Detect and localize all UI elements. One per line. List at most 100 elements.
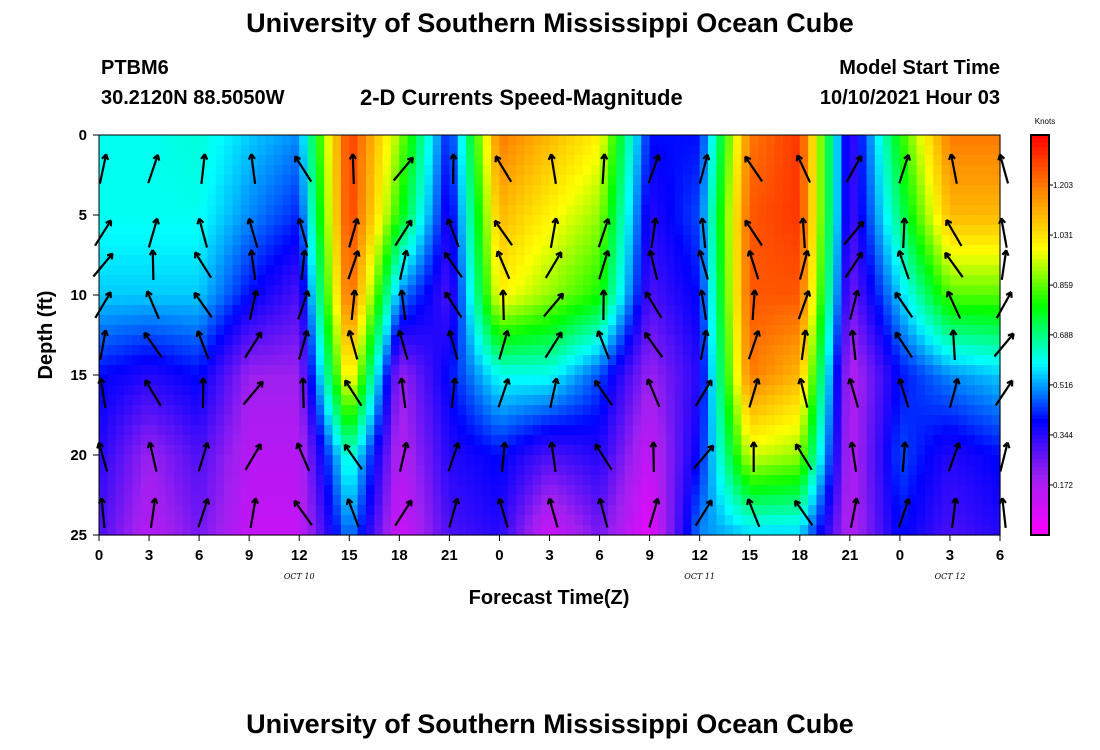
- heatmap-cell: [357, 215, 367, 226]
- heatmap-cell: [474, 405, 484, 416]
- heatmap-cell: [774, 135, 784, 146]
- heatmap-cell: [157, 245, 167, 256]
- heatmap-cell: [733, 165, 742, 176]
- heatmap-cell: [149, 205, 158, 216]
- heatmap-cell: [240, 225, 250, 236]
- heatmap-cell: [991, 475, 1001, 486]
- heatmap-cell: [541, 325, 551, 336]
- heatmap-cell: [157, 205, 167, 216]
- heatmap-cell: [883, 135, 893, 146]
- heatmap-cell: [491, 195, 501, 206]
- x-day-label: OCT 12: [935, 572, 966, 581]
- heatmap-cell: [891, 485, 901, 496]
- heatmap-cell: [491, 425, 501, 436]
- heatmap-cell: [566, 425, 576, 436]
- colorbar-step: [1031, 423, 1049, 428]
- heatmap-cell: [165, 235, 175, 246]
- heatmap-cell: [624, 395, 634, 406]
- heatmap-cell: [766, 395, 776, 406]
- heatmap-cell: [290, 275, 300, 286]
- heatmap-cell: [616, 235, 626, 246]
- heatmap-cell: [874, 505, 884, 516]
- heatmap-cell: [190, 505, 200, 516]
- heatmap-cell: [307, 495, 317, 506]
- current-arrow-head: [799, 217, 808, 224]
- heatmap-cell: [357, 255, 367, 266]
- current-arrow-head: [848, 329, 857, 336]
- heatmap-cell: [791, 175, 801, 186]
- heatmap-cell: [566, 155, 576, 166]
- heatmap-cell: [733, 235, 742, 246]
- heatmap-cell: [282, 345, 292, 356]
- heatmap-cell: [666, 495, 676, 506]
- current-arrow-shaft: [197, 498, 209, 528]
- heatmap-cell: [307, 145, 317, 156]
- heatmap-cell: [349, 145, 359, 156]
- heatmap-cell: [591, 455, 601, 466]
- x-tick-label: 9: [645, 547, 653, 564]
- heatmap-cell: [582, 195, 592, 206]
- heatmap-cell: [516, 255, 526, 266]
- heatmap-cell: [365, 135, 375, 146]
- heatmap-cell: [224, 265, 234, 276]
- heatmap-cell: [941, 395, 951, 406]
- heatmap-cell: [441, 375, 450, 386]
- heatmap-cell: [357, 305, 367, 316]
- heatmap-cell: [883, 525, 893, 536]
- heatmap-cell: [265, 325, 275, 336]
- heatmap-cell: [616, 275, 626, 286]
- heatmap-cell: [449, 455, 459, 466]
- heatmap-cell: [365, 155, 375, 166]
- y-tick-label: 15: [70, 367, 87, 384]
- heatmap-cell: [541, 435, 551, 446]
- heatmap-cell: [207, 225, 217, 236]
- heatmap-cell: [232, 155, 242, 166]
- heatmap-cell: [916, 155, 926, 166]
- heatmap-cell: [841, 255, 851, 266]
- heatmap-cell: [382, 285, 392, 296]
- heatmap-cell: [315, 395, 325, 406]
- heatmap-cell: [766, 385, 776, 396]
- heatmap-cell: [282, 385, 292, 396]
- heatmap-cell: [841, 515, 851, 526]
- heatmap-cell: [599, 395, 609, 406]
- heatmap-cell: [416, 455, 425, 466]
- heatmap-cell: [107, 365, 117, 376]
- heatmap-cell: [866, 355, 876, 366]
- heatmap-cell: [499, 195, 509, 206]
- heatmap-cell: [791, 255, 801, 266]
- heatmap-cell: [624, 175, 634, 186]
- heatmap-cell: [866, 405, 876, 416]
- heatmap-cell: [207, 275, 217, 286]
- heatmap-cell: [474, 345, 484, 356]
- heatmap-cell: [649, 315, 659, 326]
- heatmap-cell: [632, 335, 642, 346]
- heatmap-cell: [983, 225, 993, 236]
- heatmap-cell: [582, 395, 592, 406]
- heatmap-cell: [257, 225, 267, 236]
- heatmap-cell: [666, 365, 676, 376]
- heatmap-cell: [766, 155, 776, 166]
- heatmap-cell: [799, 505, 809, 516]
- heatmap-cell: [432, 245, 442, 256]
- heatmap-cell: [374, 515, 384, 526]
- current-arrow-shaft: [693, 444, 715, 470]
- heatmap-cell: [399, 525, 409, 536]
- heatmap-cell: [691, 235, 701, 246]
- heatmap-cell: [549, 485, 559, 496]
- heatmap-cell: [632, 435, 642, 446]
- heatmap-cell: [941, 235, 951, 246]
- colorbar-step: [1031, 299, 1049, 304]
- heatmap-cell: [357, 265, 367, 276]
- heatmap-cell: [708, 215, 717, 226]
- heatmap-cell: [524, 305, 534, 316]
- heatmap-cell: [941, 205, 951, 216]
- heatmap-cell: [841, 345, 851, 356]
- heatmap-cell: [349, 435, 359, 446]
- heatmap-cell: [991, 215, 1001, 226]
- heatmap-cell: [190, 205, 200, 216]
- heatmap-cell: [591, 425, 601, 436]
- heatmap-cell: [799, 465, 809, 476]
- heatmap-cell: [774, 355, 784, 366]
- heatmap-cell: [274, 215, 284, 226]
